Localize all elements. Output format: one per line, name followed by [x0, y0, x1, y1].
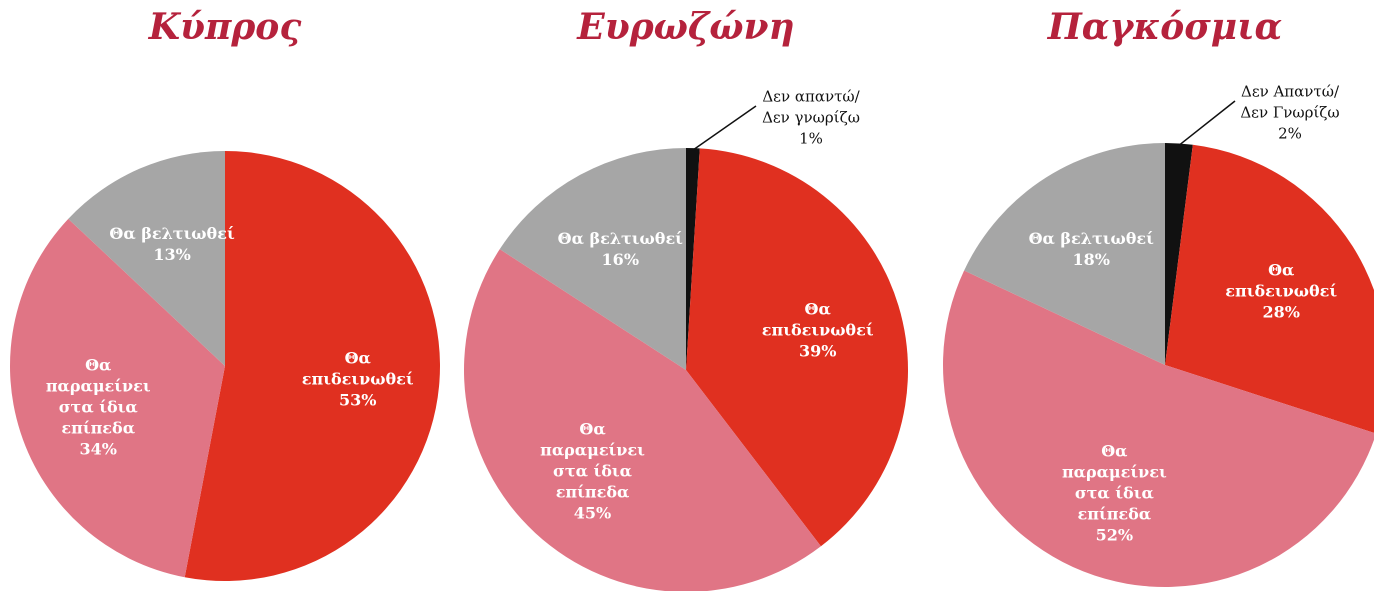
slice-label: Θα βελτιωθεί 18%	[1026, 228, 1156, 270]
slice-label: Θα βελτιωθεί 13%	[107, 223, 237, 265]
value-label: 18%	[1072, 249, 1110, 269]
category-label: Θα βελτιωθεί	[557, 229, 683, 249]
value-label: 52%	[1095, 525, 1134, 545]
category-label: Θα παραμείνει στα ίδια επίπεδα	[540, 419, 645, 502]
category-label: Δεν απαντώ/Δεν γνωρίζω	[762, 87, 860, 127]
value-label: 39%	[798, 341, 837, 361]
slice-label: Θα βελτιωθεί 16%	[555, 228, 685, 270]
value-label: 13%	[153, 244, 191, 264]
pie-slice	[184, 151, 440, 581]
pie-slice	[686, 148, 700, 370]
pie-slice	[1165, 144, 1374, 433]
slice-label: Θα παραμείνει στα ίδια επίπεδα 45%	[528, 419, 658, 524]
category-label: Θα παραμείνει στα ίδια επίπεδα	[1061, 441, 1167, 524]
value-label: 28%	[1262, 302, 1300, 322]
slice-label: Θα επιδεινωθεί 53%	[293, 347, 423, 410]
value-label: 2%	[1278, 124, 1302, 143]
chart-title: Κύπρος	[148, 6, 302, 48]
slice-label: Δεν Απαντώ/Δεν Γνωρίζω 2%	[1235, 82, 1345, 145]
category-label: Θα παραμείνει στα ίδια επίπεδα	[45, 355, 151, 438]
slice-label: Θα παραμείνει στα ίδια επίπεδα 34%	[33, 355, 163, 460]
category-label: Θα επιδεινωθεί	[301, 348, 414, 389]
value-label: 45%	[573, 503, 612, 523]
value-label: 1%	[799, 129, 823, 148]
pie-slice	[9, 218, 225, 578]
pie-slice	[1165, 143, 1193, 365]
value-label: 34%	[79, 439, 117, 459]
pie-slice	[68, 151, 225, 366]
slice-label: Θα επιδεινωθεί 39%	[753, 298, 883, 361]
slice-label: Δεν απαντώ/Δεν γνωρίζω 1%	[756, 87, 866, 150]
value-label: 16%	[601, 250, 640, 270]
pie-slice	[942, 270, 1374, 587]
leader-line	[692, 105, 757, 151]
leader-line	[1178, 100, 1236, 147]
category-label: Θα βελτιωθεί	[1028, 228, 1154, 248]
value-label: 53%	[338, 390, 377, 410]
pie-slice	[686, 148, 909, 547]
category-label: Θα επιδεινωθεί	[1225, 260, 1338, 301]
slice-label: Θα παραμείνει στα ίδια επίπεδα 52%	[1049, 440, 1179, 545]
pie-slice	[964, 143, 1165, 365]
pie-slice	[499, 148, 686, 370]
slice-label: Θα επιδεινωθεί 28%	[1216, 260, 1346, 323]
category-label: Θα επιδεινωθεί	[761, 299, 874, 340]
category-label: Δεν Απαντώ/Δεν Γνωρίζω	[1240, 82, 1340, 122]
chart-title: Παγκόσμια	[1047, 6, 1283, 48]
category-label: Θα βελτιωθεί	[109, 223, 235, 243]
chart-title: Ευρωζώνη	[577, 6, 795, 48]
pie-slice	[464, 249, 821, 591]
